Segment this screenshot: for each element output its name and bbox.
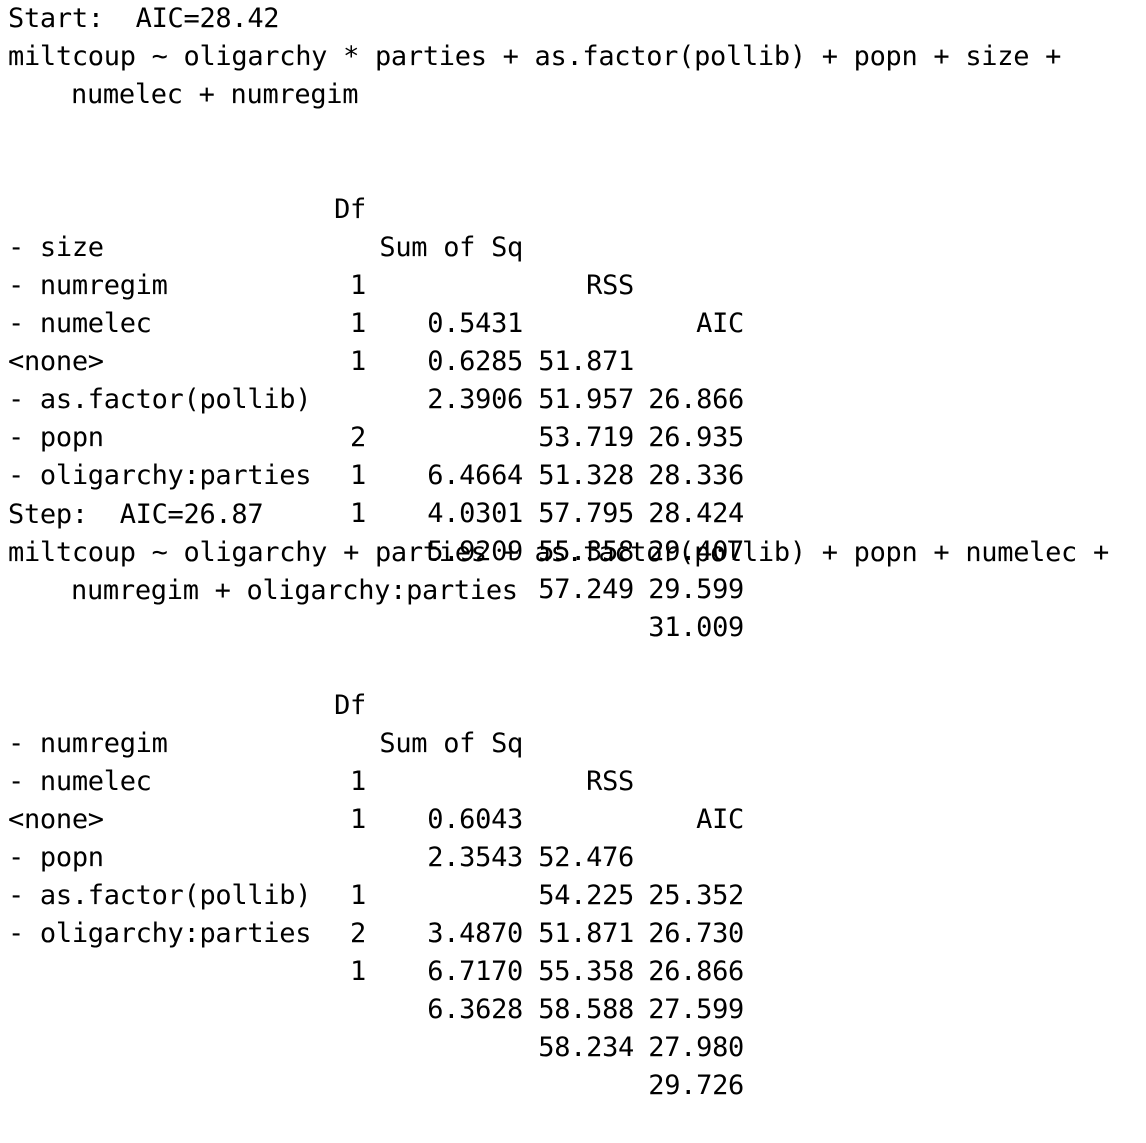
table-row: - as.factor(pollib) 2 6.4664 57.795 29.4…	[8, 343, 1138, 567]
df-cell: 1	[350, 270, 366, 301]
step-header: Start: AIC=28.42	[8, 3, 280, 34]
df-cell: 2	[350, 918, 366, 949]
sumsq-cell: 0.6285	[427, 346, 523, 377]
model-formula-line-2: numregim + oligarchy:parties	[71, 575, 518, 606]
sumsq-cell: 2.3543	[427, 842, 523, 873]
table-header-row: Df Sum of Sq RSS AIC	[8, 153, 1138, 339]
sumsq-cell: 2.3906	[427, 384, 523, 415]
df-cell: 1	[350, 956, 366, 987]
sumsq-cell: 3.4870	[427, 918, 523, 949]
aic-cell: 26.935	[648, 422, 744, 453]
term-cell: - as.factor(pollib)	[8, 880, 312, 911]
df-cell: 1	[350, 308, 366, 339]
df-cell: 1	[350, 880, 366, 911]
table-row: - numelec 1 2.3906 53.719 28.336	[8, 267, 1138, 491]
column-header-df: Df	[334, 690, 366, 721]
aic-cell: 29.407	[648, 536, 744, 567]
term-cell: <none>	[8, 804, 104, 835]
term-cell: - popn	[8, 422, 104, 453]
aic-cell: 27.599	[648, 994, 744, 1025]
model-formula-line-1: miltcoup ~ oligarchy + parties + as.fact…	[8, 537, 1109, 568]
table-row: - oligarchy:parties 1 6.3628 58.234 29.7…	[8, 877, 1138, 1101]
table-row: - size 1 0.5431 51.871 26.866	[8, 191, 1138, 415]
sumsq-cell: 0.6043	[427, 804, 523, 835]
term-cell: - oligarchy:parties	[8, 460, 312, 491]
term-cell: - numregim	[8, 270, 168, 301]
aic-cell: 25.352	[648, 880, 744, 911]
rss-cell: 51.957	[538, 384, 634, 415]
aic-cell: 28.336	[648, 460, 744, 491]
term-cell: <none>	[8, 346, 104, 377]
term-cell: - numelec	[8, 766, 152, 797]
rss-cell: 52.476	[538, 842, 634, 873]
df-cell: 1	[350, 346, 366, 377]
rss-cell: 58.234	[538, 1032, 634, 1063]
table-row: - as.factor(pollib) 2 6.7170 58.588 27.9…	[8, 839, 1138, 1063]
term-cell: - numelec	[8, 308, 152, 339]
model-formula-line-1: miltcoup ~ oligarchy * parties + as.fact…	[8, 41, 1062, 72]
rss-cell: 54.225	[538, 880, 634, 911]
table-row: - numregim 1 0.6285 51.957 26.935	[8, 229, 1138, 453]
rss-cell: 51.871	[538, 346, 634, 377]
df-cell: 1	[350, 766, 366, 797]
aic-cell: 26.866	[648, 956, 744, 987]
table-row: - popn 1 4.0301 55.358 29.599	[8, 381, 1138, 605]
step-block-start: Start: AIC=28.42 miltcoup ~ oligarchy * …	[8, 0, 1138, 643]
aic-cell: 26.730	[648, 918, 744, 949]
model-formula-line-2: numelec + numregim	[71, 79, 359, 110]
rss-cell: 55.358	[538, 956, 634, 987]
rss-cell: 51.328	[538, 460, 634, 491]
column-header-df: Df	[334, 194, 366, 225]
rss-cell: 53.719	[538, 422, 634, 453]
sumsq-cell: 0.5431	[427, 308, 523, 339]
table-row: - oligarchy:parties 1 5.9209 57.249 31.0…	[8, 419, 1138, 643]
blank-line	[8, 114, 1138, 153]
aic-cell: 29.726	[648, 1070, 744, 1101]
term-cell: - numregim	[8, 728, 168, 759]
term-cell: - popn	[8, 842, 104, 873]
df-cell: 1	[350, 804, 366, 835]
sumsq-cell: 6.3628	[427, 994, 523, 1025]
blank-line	[8, 610, 1138, 649]
sumsq-cell: 6.7170	[427, 956, 523, 987]
rss-cell: 57.249	[538, 574, 634, 605]
table-row: <none> 51.871 26.866	[8, 763, 1138, 987]
rss-cell: 51.871	[538, 918, 634, 949]
term-cell: - as.factor(pollib)	[8, 384, 312, 415]
column-header-rss: RSS	[586, 270, 634, 301]
df-cell: 2	[350, 422, 366, 453]
sumsq-cell: 5.9209	[427, 536, 523, 567]
table-header-row: Df Sum of Sq RSS AIC	[8, 649, 1138, 835]
rss-cell: 58.588	[538, 994, 634, 1025]
aic-cell: 31.009	[648, 612, 744, 643]
column-header-rss: RSS	[586, 766, 634, 797]
sumsq-cell: 6.4664	[427, 460, 523, 491]
step-header: Step: AIC=26.87	[8, 499, 264, 530]
column-header-aic: AIC	[696, 804, 744, 835]
df-cell: 1	[350, 498, 366, 529]
table-row: - numelec 1 2.3543 54.225 26.730	[8, 725, 1138, 949]
aic-cell: 28.424	[648, 498, 744, 529]
term-cell: - size	[8, 232, 104, 263]
sumsq-cell: 4.0301	[427, 498, 523, 529]
rss-cell: 57.795	[538, 498, 634, 529]
term-cell: - oligarchy:parties	[8, 918, 312, 949]
column-header-sum-of-sq: Sum of Sq	[379, 232, 523, 263]
table-row: - numregim 1 0.6043 52.476 25.352	[8, 687, 1138, 911]
aic-cell: 27.980	[648, 1032, 744, 1063]
aic-cell: 26.866	[648, 384, 744, 415]
aic-cell: 29.599	[648, 574, 744, 605]
df-cell: 1	[350, 460, 366, 491]
r-console-output: Start: AIC=28.42 miltcoup ~ oligarchy * …	[8, 0, 1138, 1101]
column-header-sum-of-sq: Sum of Sq	[379, 728, 523, 759]
table-row: - popn 1 3.4870 55.358 27.599	[8, 801, 1138, 1025]
table-row: <none> 51.328 28.424	[8, 305, 1138, 529]
column-header-aic: AIC	[696, 308, 744, 339]
rss-cell: 55.358	[538, 536, 634, 567]
